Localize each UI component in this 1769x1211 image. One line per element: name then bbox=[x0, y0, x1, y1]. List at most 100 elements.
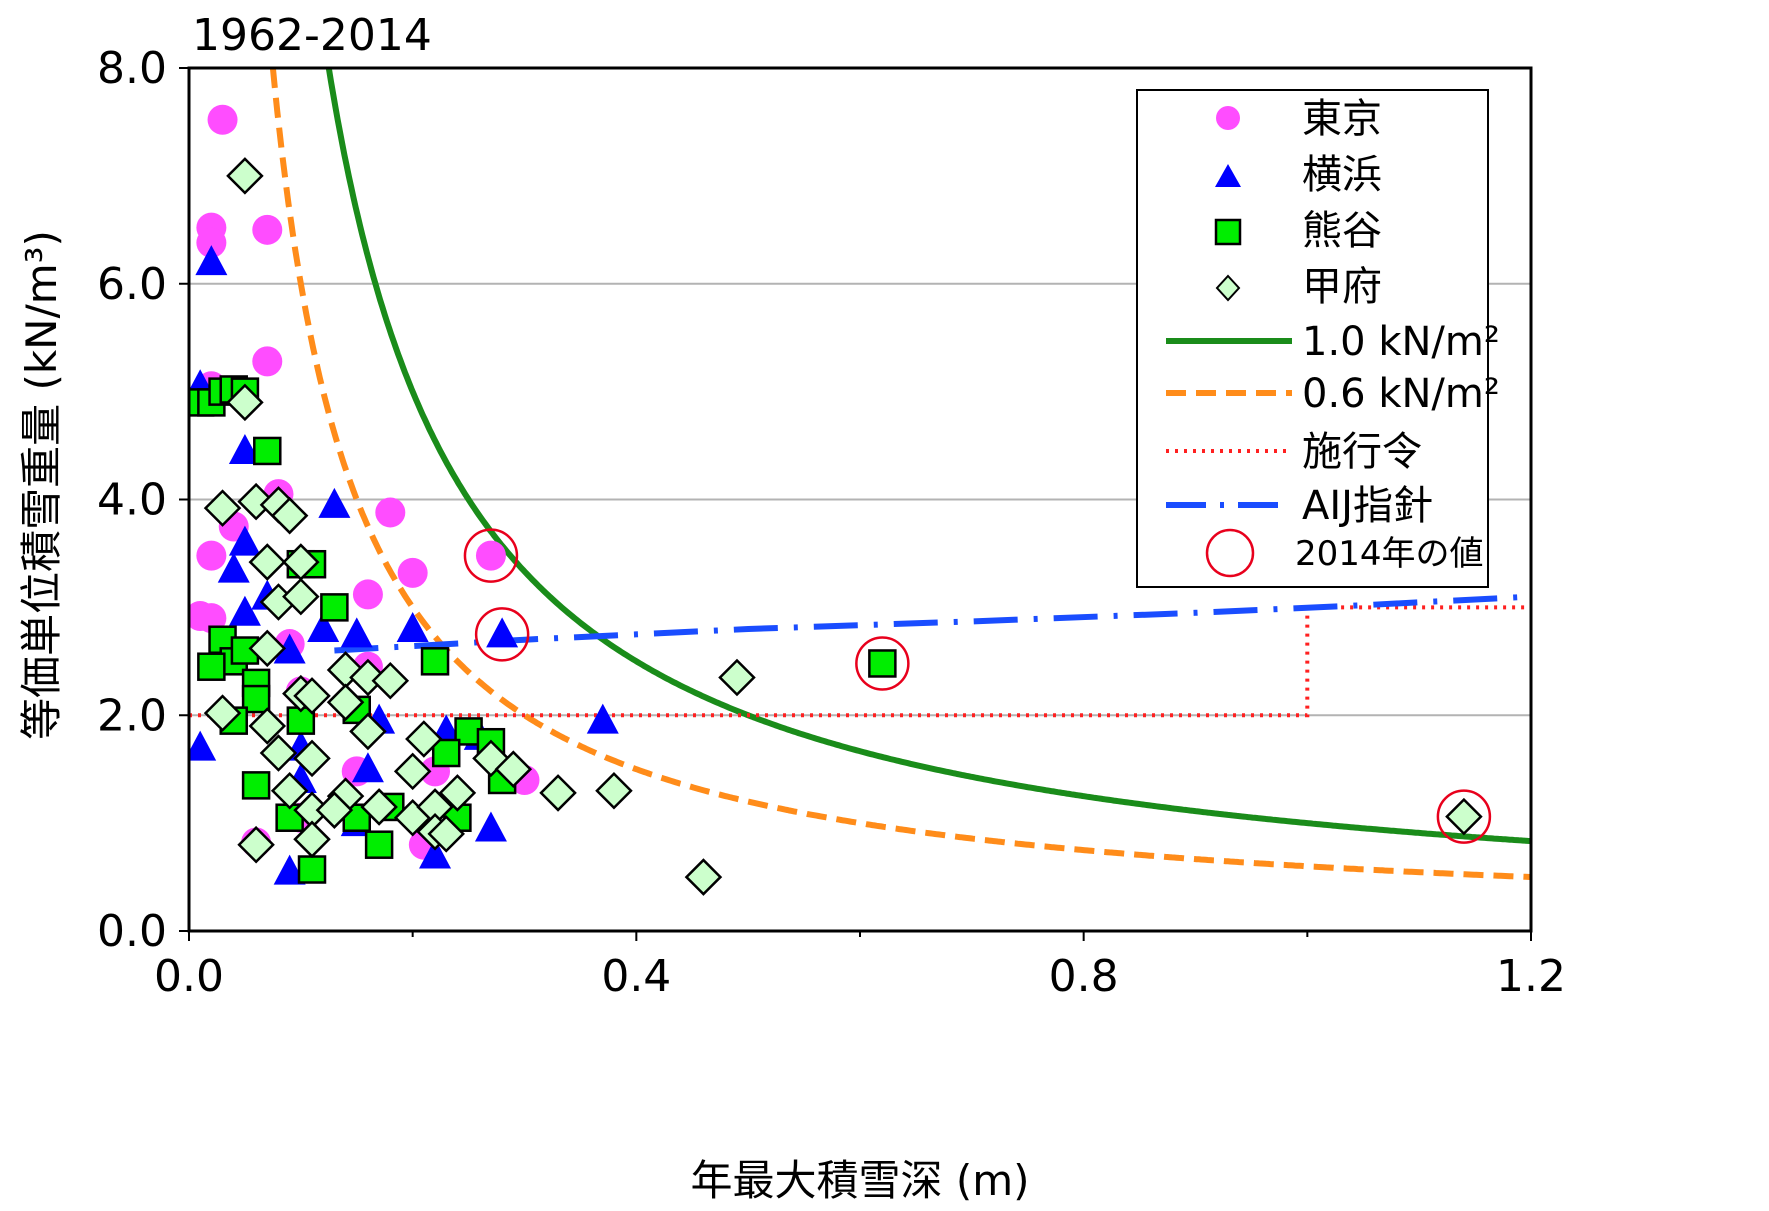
point-kofu bbox=[349, 658, 387, 697]
legend-marker-2014 bbox=[1205, 528, 1255, 578]
point-kofu bbox=[248, 629, 287, 668]
legend-label-2014: 2014年の値 bbox=[1295, 534, 1484, 574]
point-kofu bbox=[248, 707, 287, 745]
point-tokyo bbox=[196, 540, 227, 571]
point-yokohama bbox=[474, 811, 507, 842]
point-kofu bbox=[427, 815, 465, 853]
point-kofu bbox=[293, 739, 331, 778]
point-yokohama bbox=[486, 617, 519, 648]
point-kofu bbox=[718, 658, 756, 697]
point-kofu bbox=[282, 577, 320, 616]
point-kofu bbox=[248, 543, 287, 581]
legend-label-line-0-6: 0.6 kN/m² bbox=[1302, 371, 1500, 417]
point-kumagaya bbox=[230, 636, 260, 665]
line-aij bbox=[334, 593, 1531, 654]
point-kofu bbox=[1445, 797, 1483, 836]
point-kofu bbox=[539, 774, 577, 812]
point-kofu bbox=[371, 661, 410, 700]
x-tick-label: 0.4 bbox=[601, 951, 671, 1002]
highlight-2014 bbox=[1436, 789, 1492, 844]
y-tick-label: 6.0 bbox=[97, 259, 167, 310]
point-kofu bbox=[684, 858, 723, 896]
legend-label-line-1-0: 1.0 kN/m² bbox=[1302, 319, 1500, 365]
line-1-0-kn bbox=[325, 68, 1531, 844]
point-kofu bbox=[270, 496, 309, 535]
point-kofu bbox=[293, 820, 331, 859]
point-kumagaya bbox=[868, 649, 897, 678]
point-kumagaya bbox=[320, 593, 349, 622]
y-tick-label: 4.0 bbox=[97, 475, 167, 526]
point-kumagaya bbox=[253, 436, 282, 466]
point-kofu bbox=[226, 157, 264, 195]
point-tokyo bbox=[207, 104, 238, 135]
point-tokyo bbox=[252, 214, 283, 245]
point-yokohama bbox=[228, 433, 261, 464]
point-kumagaya bbox=[197, 652, 226, 681]
point-yokohama bbox=[351, 752, 384, 783]
point-kumagaya bbox=[431, 738, 461, 768]
x-tick-label: 1.2 bbox=[1496, 951, 1566, 1002]
point-kofu bbox=[226, 383, 264, 422]
legend-marker-yokohama bbox=[1215, 164, 1241, 187]
point-yokohama bbox=[195, 245, 228, 276]
y-tick-label: 0.0 bbox=[97, 906, 167, 957]
legend: 東京 横浜 熊谷 甲府 1.0 kN/m² 0.6 kN/m² 施行令 AIJ指… bbox=[1136, 89, 1500, 588]
plot-area bbox=[189, 68, 1531, 896]
line-0-6-kn bbox=[269, 68, 1531, 880]
legend-label-kofu: 甲府 bbox=[1302, 264, 1382, 310]
chart-title: 1962-2014 bbox=[192, 10, 432, 61]
legend-label-tokyo: 東京 bbox=[1302, 96, 1382, 142]
point-kofu bbox=[315, 791, 354, 829]
point-kofu bbox=[360, 788, 398, 826]
point-yokohama bbox=[318, 487, 351, 518]
point-kofu bbox=[438, 774, 477, 812]
axis-ticks: 0.0 2.0 4.0 6.0 8.0 0.0 0.4 0.8 1.2 bbox=[97, 43, 1566, 1002]
legend-marker-kofu bbox=[1215, 274, 1241, 302]
point-yokohama bbox=[307, 611, 340, 642]
point-kofu bbox=[203, 489, 242, 527]
point-kofu bbox=[270, 771, 309, 810]
reference-lines bbox=[189, 68, 1531, 880]
point-kumagaya bbox=[364, 830, 394, 859]
point-tokyo bbox=[196, 227, 227, 258]
line-sekourei bbox=[189, 605, 1531, 718]
point-kofu bbox=[259, 734, 298, 772]
y-tick-label: 2.0 bbox=[97, 690, 167, 741]
point-kofu bbox=[405, 720, 443, 758]
point-kofu bbox=[237, 825, 275, 864]
x-tick-label: 0.8 bbox=[1049, 951, 1119, 1002]
point-yokohama bbox=[273, 854, 306, 885]
point-yokohama bbox=[419, 838, 452, 869]
point-yokohama bbox=[340, 617, 373, 648]
point-tokyo bbox=[397, 557, 428, 588]
point-kofu bbox=[494, 750, 533, 788]
point-kumagaya bbox=[297, 855, 327, 884]
x-axis-label: 年最大積雪深 (m) bbox=[690, 1156, 1029, 1205]
legend-marker-kumagaya bbox=[1214, 218, 1242, 246]
legend-label-sekourei: 施行令 bbox=[1302, 429, 1422, 475]
point-yokohama bbox=[228, 595, 261, 626]
point-kofu bbox=[595, 771, 633, 810]
point-kofu bbox=[293, 677, 331, 715]
point-tokyo bbox=[375, 497, 406, 528]
point-yokohama bbox=[228, 525, 261, 556]
highlight-2014 bbox=[855, 636, 910, 691]
point-tokyo bbox=[252, 346, 283, 377]
highlight-circles bbox=[463, 528, 1492, 844]
data-points bbox=[189, 104, 1483, 896]
point-tokyo bbox=[475, 540, 506, 571]
x-tick-label: 0.0 bbox=[154, 951, 224, 1002]
point-kumagaya bbox=[420, 647, 450, 676]
point-kofu bbox=[393, 752, 432, 791]
legend-label-kumagaya: 熊谷 bbox=[1302, 208, 1382, 254]
point-yokohama bbox=[273, 633, 306, 664]
point-kofu bbox=[326, 683, 365, 722]
point-kofu bbox=[349, 712, 387, 751]
point-tokyo bbox=[352, 579, 383, 610]
point-kumagaya bbox=[241, 771, 271, 800]
y-tick-label: 8.0 bbox=[97, 43, 167, 94]
highlight-2014 bbox=[474, 607, 530, 662]
legend-marker-tokyo bbox=[1216, 106, 1240, 130]
highlight-2014 bbox=[463, 528, 519, 583]
